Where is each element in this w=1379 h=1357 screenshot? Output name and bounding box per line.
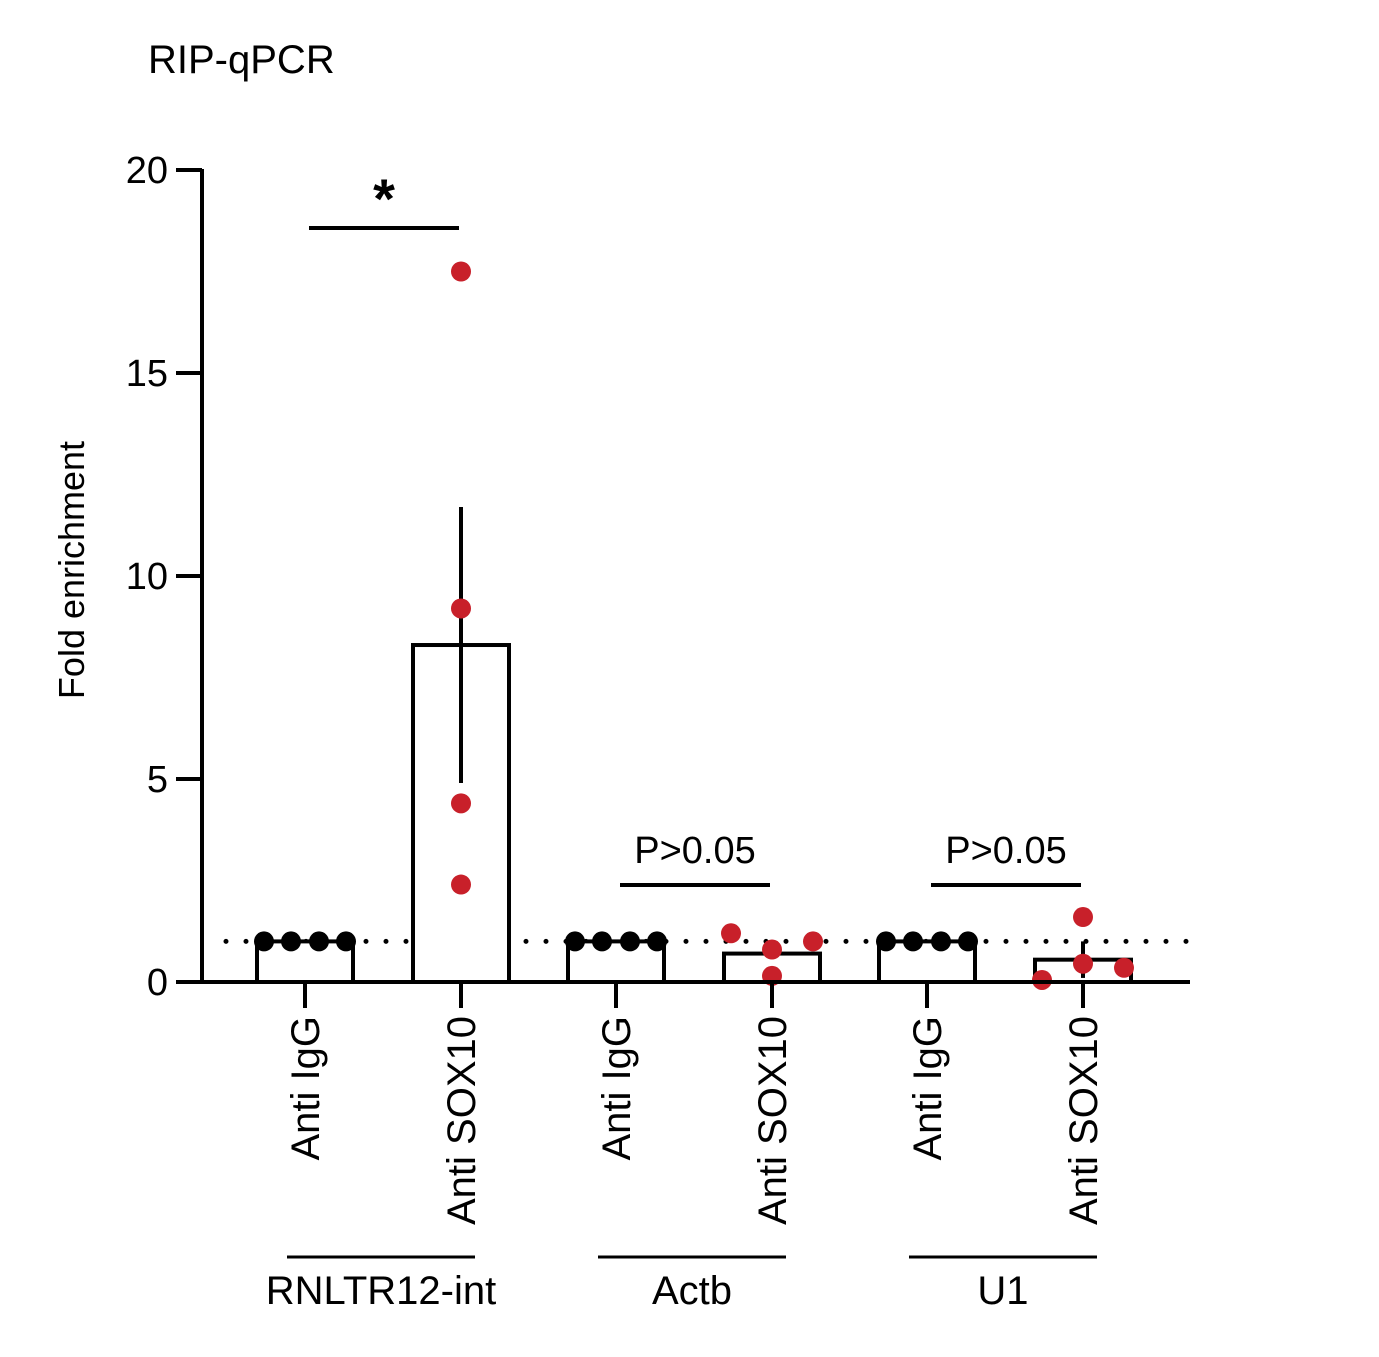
comparison-label: P>0.05 <box>945 830 1067 872</box>
data-point <box>647 931 667 952</box>
data-point <box>592 931 612 952</box>
data-point <box>1073 953 1093 974</box>
data-point <box>620 931 640 952</box>
data-point <box>876 931 896 952</box>
y-tick-label: 0 <box>147 962 168 1004</box>
data-point <box>451 598 471 619</box>
y-tick-label: 20 <box>126 150 168 192</box>
comparison-label: * <box>373 167 395 230</box>
x-tick-label: Anti IgG <box>284 1016 328 1161</box>
y-tick-label: 10 <box>126 556 168 598</box>
group-label: RNLTR12-int <box>266 1269 496 1313</box>
data-point <box>958 931 978 952</box>
data-point <box>336 931 356 952</box>
data-point <box>309 931 329 952</box>
data-point <box>254 931 274 952</box>
bar <box>877 939 977 985</box>
x-tick-label: Anti SOX10 <box>440 1016 484 1225</box>
x-tick-label: Anti IgG <box>906 1016 950 1161</box>
x-tick-label: Anti SOX10 <box>1062 1016 1106 1225</box>
plot-area: 0 5 10 15 20 Anti IgG Anti SOX10 Anti IgG Anti S… <box>126 150 1193 1313</box>
data-point <box>451 793 471 814</box>
data-point <box>1073 907 1093 928</box>
x-tick-label: Anti IgG <box>595 1016 639 1161</box>
data-point <box>721 923 741 944</box>
data-point <box>451 874 471 895</box>
y-tick-label: 15 <box>126 353 168 395</box>
data-point <box>803 931 823 952</box>
y-tick-label: 5 <box>147 759 168 801</box>
y-axis-label: Fold enrichment <box>51 441 92 699</box>
comparison-label: P>0.05 <box>634 830 756 872</box>
data-point <box>931 931 951 952</box>
chart-title: RIP-qPCR <box>148 38 335 82</box>
data-point <box>1114 957 1134 978</box>
data-point <box>1032 969 1052 990</box>
group-label: U1 <box>977 1269 1028 1313</box>
data-point <box>565 931 585 952</box>
data-point <box>451 261 471 282</box>
data-point <box>903 931 923 952</box>
group-label: Actb <box>652 1269 732 1313</box>
data-point <box>762 939 782 960</box>
bar <box>255 939 355 985</box>
x-tick-label: Anti SOX10 <box>751 1016 795 1225</box>
data-point <box>281 931 301 952</box>
